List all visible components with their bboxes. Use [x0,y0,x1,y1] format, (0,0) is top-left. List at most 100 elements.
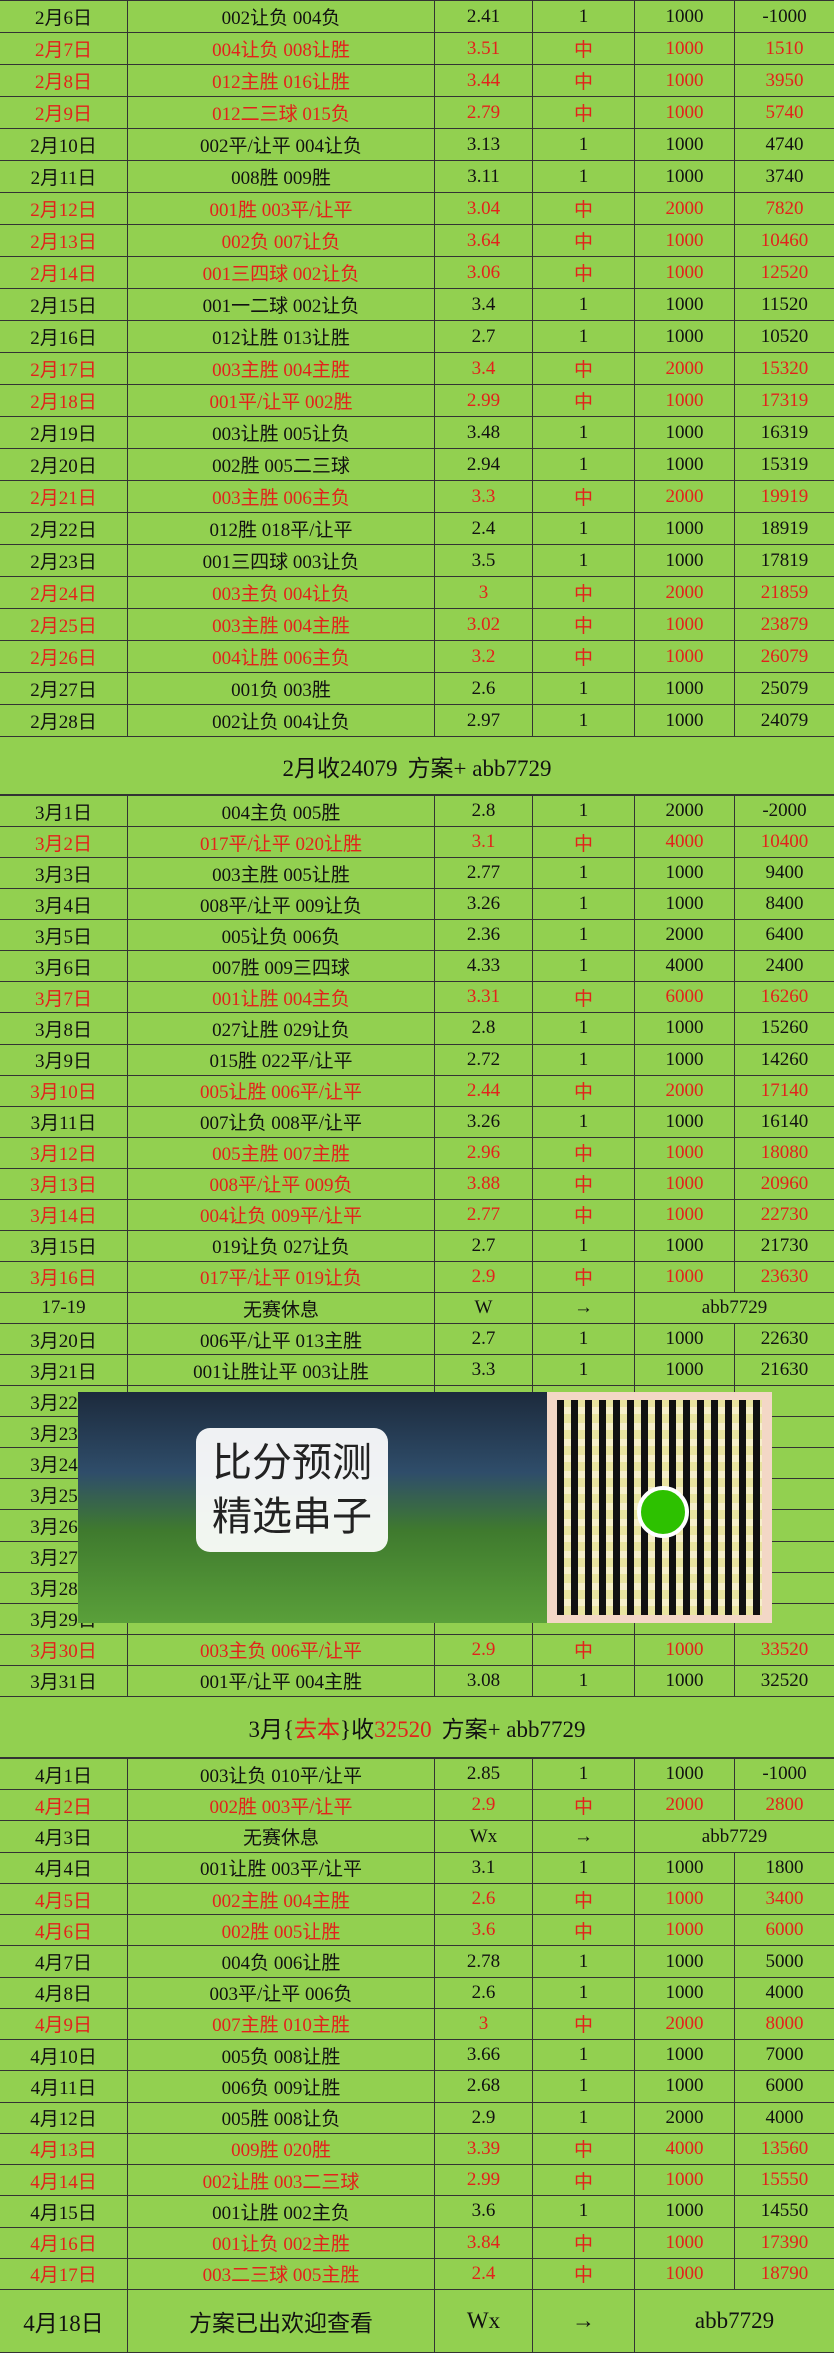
table-row: 4月6日 002胜 005让胜 3.6 中 1000 6000 [0,1915,834,1947]
table-cell: 3.1 [435,1852,533,1883]
table-cell: 1000 [635,161,735,192]
summary-text: 3月{ [248,1717,295,1742]
table-cell: 012二三球 015负 [128,97,435,128]
table-cell: 中 [533,193,635,224]
table-cell: 002胜 005让胜 [128,1915,435,1946]
table-cell: 1 [533,920,635,951]
table-cell: 3.4 [435,353,533,384]
table-row: 4月2日 002胜 003平/让平 2.9 中 2000 2800 [0,1790,834,1822]
table-row: 4月18日 方案已出欢迎查看 Wx → abb7729 [0,2289,834,2353]
table-cell: 1 [533,417,635,448]
table-cell: 1 [533,513,635,544]
table-cell: 1 [533,1106,635,1137]
table-cell: 2.97 [435,705,533,736]
table-cell: 3.3 [435,1355,533,1386]
table-cell: 2月16日 [0,321,128,352]
table-cell: 3月2日 [0,827,128,858]
table-row: 3月2日 017平/让平 020让胜 3.1 中 4000 10400 [0,827,834,859]
table-cell: 4月12日 [0,2102,128,2133]
table-cell: → [533,1293,635,1324]
table-cell: 1000 [635,705,735,736]
table-cell: 3月21日 [0,1355,128,1386]
table-cell: 3月4日 [0,889,128,920]
table-cell: 17819 [760,549,809,571]
table-cell: 2.9 [435,2102,533,2133]
table-row: 3月11日 007让负 008平/让平 3.26 1 1000 16140 [0,1106,834,1138]
table-cell: 2.7 [435,1324,533,1355]
table-cell: 1000 [635,2196,735,2227]
table-cell: 2月20日 [0,449,128,480]
table-cell: 005让负 006负 [128,920,435,951]
table-cell: 2000 [635,1790,735,1821]
table-cell: 2月12日 [0,193,128,224]
table-cell: 2000 [635,2102,735,2133]
table-cell: 中 [533,481,635,512]
table-cell: 4月13日 [0,2133,128,2165]
table-cell: 中 [533,1075,635,1106]
summary-text: 32520 [374,1717,432,1742]
table-cell: 1000 [635,1759,735,1790]
ad-photo: 比分预测 精选串子 [78,1392,547,1623]
table-cell: 007主胜 010主胜 [128,2008,435,2040]
table-row: 3月9日 015胜 022平/让平 2.72 1 1000 14260 [0,1044,834,1076]
table-cell: 中 [533,2133,635,2165]
summary-text: 方案+ abb7729 [441,1717,586,1742]
table-cell: 003主负 004让负 [128,577,435,608]
table-cell: 2.44 [435,1075,533,1106]
table-cell: 1 [533,858,635,889]
table-cell: 4月7日 [0,1946,128,1977]
table-cell: 1000 [635,889,735,920]
table-cell: 1000 [635,673,735,704]
table-cell: 1000 [635,257,735,288]
table-cell: 1 [533,2040,635,2071]
table-cell: 002平/让平 004让负 [128,129,435,160]
table-cell: 3月3日 [0,858,128,889]
table-cell: 中 [533,97,635,128]
table-cell: 017平/让平 019让负 [128,1261,435,1292]
table-cell: 中 [533,641,635,672]
table-cell: 4.33 [435,951,533,982]
table-row: 4月9日 007主胜 010主胜 3 中 2000 8000 [0,2008,834,2041]
table-cell: 005主胜 007主胜 [128,1137,435,1168]
table-cell: 2800 [765,1794,804,1816]
table-cell: 2月26日 [0,641,128,672]
table-cell: 14550 [760,2200,809,2222]
table-cell: 1 [533,1044,635,1075]
table-cell: 1 [533,161,635,192]
table-cell: 001让负 002主胜 [128,2227,435,2258]
table-cell: 中 [533,1915,635,1946]
table-cell: 1000 [635,1915,735,1946]
table-row: 4月16日 001让负 002主胜 3.84 中 1000 17390 [0,2227,834,2259]
table-cell: 中 [533,1199,635,1230]
table-row: 3月7日 001让胜 004主负 3.31 中 6000 16260 [0,982,834,1014]
table-cell: 4月10日 [0,2040,128,2071]
table-cell: 3.3 [435,481,533,512]
table-row: 2月8日 012主胜 016让胜 3.44 中 1000 3950 [0,65,834,97]
table-cell: 15550 [760,2169,809,2191]
table-cell: 1000 [635,1883,735,1915]
table-cell: 003二三球 005主胜 [128,2258,435,2289]
table-cell: 3月30日 [0,1634,128,1665]
table-row: 2月23日 001三四球 003让负 3.5 1 1000 17819 [0,545,834,577]
table-cell: 1 [533,2071,635,2102]
table-cell: 1 [533,796,635,827]
table-cell: 1 [533,951,635,982]
table-row: 2月18日 001平/让平 002胜 2.99 中 1000 17319 [0,385,834,417]
table-cell: 1000 [635,513,735,544]
table-cell: 3.39 [435,2133,533,2165]
summary-text: 去本 [294,1717,341,1742]
table-cell: 无赛休息 [128,1293,435,1324]
table-row: 4月15日 001让胜 002主负 3.6 1 1000 14550 [0,2196,834,2228]
table-cell: W [435,1293,533,1324]
table-cell: 1 [533,1324,635,1355]
table-row: 3月13日 008平/让平 009负 3.88 中 1000 20960 [0,1168,834,1200]
table-cell: 002胜 003平/让平 [128,1790,435,1821]
table-cell: 8000 [765,2012,804,2034]
table-cell: 001平/让平 004主胜 [128,1665,435,1696]
table-cell: 5740 [765,101,804,123]
table-cell: 1000 [635,449,735,480]
table-cell: Wx [435,2289,533,2352]
table-cell: 1 [533,289,635,320]
table-cell: 3月11日 [0,1106,128,1137]
